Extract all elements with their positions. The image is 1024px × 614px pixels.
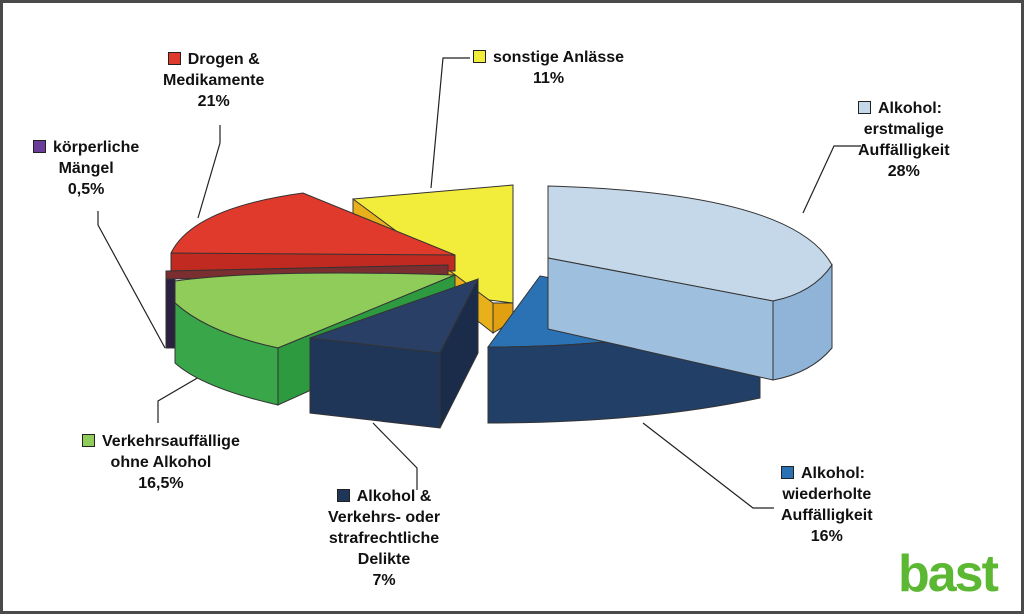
- leader-line-alk-erst: [802, 145, 861, 214]
- label-koerper-value: 0,5%: [67, 181, 105, 198]
- bast-logo: bast: [898, 545, 999, 603]
- leader-line-alk-wied: [642, 422, 774, 509]
- pie-slice-alk-erst: [547, 185, 833, 381]
- legend-swatch-koerper: [33, 140, 46, 153]
- leader-line-koerper: [97, 211, 166, 349]
- label-alk-delikte-line1: Alkohol &: [356, 488, 432, 505]
- label-sonstige-line1: sonstige Anlässe: [493, 49, 625, 66]
- pie-slice-alk-delikte: [309, 278, 480, 429]
- label-alk-wied-line1: Alkohol:: [801, 465, 865, 482]
- label-drogen-line1: Drogen &: [187, 51, 260, 68]
- label-alk-wied: Alkohol: wiederholte Auffälligkeit 16%: [781, 463, 873, 547]
- label-koerper-line2: Mängel: [58, 160, 114, 177]
- label-alk-erst: Alkohol: erstmalige Auffälligkeit 28%: [858, 98, 950, 182]
- label-koerper-line1: körperliche: [53, 139, 140, 156]
- label-verkehr-line2: ohne Alkohol: [110, 454, 212, 471]
- label-alk-delikte-line2: Verkehrs- oder: [328, 509, 441, 526]
- label-drogen: Drogen & Medikamente 21%: [163, 49, 264, 112]
- label-alk-delikte-line4: Delikte: [357, 551, 411, 568]
- label-alk-wied-line3: Auffälligkeit: [781, 507, 873, 524]
- label-alk-delikte: Alkohol & Verkehrs- oder strafrechtliche…: [328, 486, 440, 591]
- legend-swatch-alk-delikte: [336, 489, 350, 502]
- label-alk-wied-line2: wiederholte: [782, 486, 872, 503]
- leader-line-alk-delikte: [372, 422, 418, 490]
- leader-line-drogen: [197, 125, 221, 219]
- label-alk-erst-value: 28%: [887, 163, 920, 180]
- legend-swatch-alk-wied: [781, 466, 794, 479]
- label-verkehr-line1: Verkehrsauffällige: [102, 433, 240, 450]
- leader-line-sonstige: [430, 57, 470, 189]
- legend-swatch-sonstige: [473, 50, 486, 63]
- label-alk-erst-line3: Auffälligkeit: [858, 142, 950, 159]
- pie-chart: [97, 57, 861, 509]
- label-alk-delikte-line3: strafrechtliche: [328, 530, 440, 547]
- label-alk-delikte-value: 7%: [372, 572, 396, 589]
- label-alk-erst-line2: erstmalige: [863, 121, 944, 138]
- label-alk-wied-value: 16%: [810, 528, 843, 545]
- label-drogen-line2: Medikamente: [163, 72, 265, 89]
- legend-swatch-alk-erst: [858, 101, 871, 114]
- label-sonstige: sonstige Anlässe 11%: [473, 47, 624, 89]
- label-sonstige-value: 11%: [532, 70, 565, 87]
- label-koerper: körperliche Mängel 0,5%: [33, 137, 139, 200]
- label-verkehr: Verkehrsauffällige ohne Alkohol 16,5%: [82, 431, 240, 494]
- label-alk-erst-line1: Alkohol:: [878, 100, 942, 117]
- legend-swatch-verkehr: [82, 434, 95, 447]
- label-verkehr-value: 16,5%: [138, 475, 184, 492]
- legend-swatch-drogen: [167, 52, 181, 65]
- label-drogen-value: 21%: [197, 93, 230, 110]
